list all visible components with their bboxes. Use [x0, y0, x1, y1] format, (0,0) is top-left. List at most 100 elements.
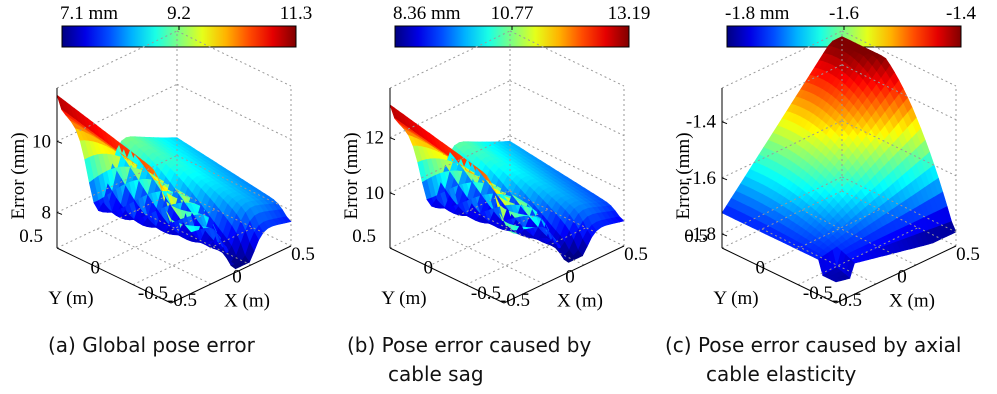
- colorbar-tick-label: 8.36 mm: [393, 3, 461, 24]
- grid-line: [389, 80, 511, 139]
- grid-line: [721, 64, 843, 123]
- surface: [389, 104, 625, 263]
- grid-line: [841, 120, 957, 177]
- surface: [721, 36, 957, 283]
- x-axis-label: X (m): [889, 291, 935, 312]
- grid-line: [136, 209, 252, 266]
- z-tick: [389, 192, 396, 196]
- grid-line: [56, 190, 178, 249]
- panel-a: 7.1 mm 9.2 11.3 10 8 0.5 0 -0.5 -0.5 0 0.5 Y (m) X (…: [0, 0, 330, 394]
- x-tick-label: 0.5: [624, 244, 648, 265]
- chart-b: 8.36 mm 10.77 13.19 12 10 0.5 0 -0.5-0.5 0 0.5 Y (…: [341, 3, 651, 312]
- y-axis: [721, 247, 837, 304]
- chart-c: -1.8 mm -1.6 -1.4-1.4-1.6-1.80.50-0.5-0.50…: [673, 3, 980, 312]
- grid-line: [509, 190, 625, 247]
- z-tick: [389, 137, 396, 141]
- grid-line: [56, 154, 178, 213]
- surface-patch: [830, 277, 842, 283]
- grid-line: [761, 228, 877, 285]
- z-axis-label: Error (mm): [673, 132, 694, 219]
- y-tick-label: 0: [91, 258, 101, 279]
- z-tick-label: -1.8: [686, 224, 716, 245]
- grid-line: [721, 176, 843, 235]
- x-axis: [503, 245, 625, 304]
- y-tick-label: 0: [424, 258, 434, 279]
- grid-line: [509, 135, 625, 192]
- x-axis-label: X (m): [557, 291, 603, 312]
- z-tick-label: 8: [42, 202, 52, 223]
- z-tick: [721, 177, 728, 181]
- colorbar-tick-label: 10.77: [491, 3, 534, 24]
- colorbar-tick-label: 11.3: [280, 3, 313, 24]
- x-tick-label: 0: [897, 267, 907, 288]
- grid-line: [429, 228, 545, 285]
- grid-line: [389, 135, 511, 194]
- y-axis-label: Y (m): [48, 288, 93, 309]
- y-axis: [389, 247, 505, 304]
- x-tick-label: 0: [565, 267, 575, 288]
- grid-line: [56, 30, 178, 89]
- grid-line: [797, 227, 919, 286]
- panel-c: -1.8 mm -1.6 -1.4 -1.4 -1.6 -1.8 0.5 0 -0.5 -0.5 0…: [665, 0, 997, 394]
- grid-line: [94, 208, 216, 267]
- surface: [56, 94, 292, 270]
- caption-c-line2: cable elasticity: [706, 362, 857, 386]
- grid-line: [721, 30, 843, 89]
- y-tick-label: -0.5: [803, 283, 833, 304]
- surface-patch: [230, 264, 241, 270]
- z-axis-label: Error (mm): [8, 132, 29, 219]
- colorbar-tick-label: 7.1 mm: [60, 3, 118, 24]
- grid-line: [721, 120, 843, 179]
- caption-b-line1: (b) Pose error caused by: [347, 333, 592, 357]
- grid-line: [132, 227, 254, 286]
- grid-line: [56, 83, 178, 142]
- x-axis: [835, 245, 957, 304]
- grid-line: [759, 208, 881, 267]
- colorbar-tick-label: -1.6: [829, 3, 859, 24]
- z-tick-label: 10: [32, 131, 51, 152]
- grid-line: [176, 190, 292, 247]
- x-tick-label: -0.5: [500, 290, 530, 311]
- caption-a: (a) Global pose error: [48, 331, 255, 360]
- x-tick-label: 0: [232, 267, 242, 288]
- grid-line: [389, 190, 511, 249]
- y-tick-label: -0.5: [138, 283, 168, 304]
- grid-line: [176, 30, 292, 87]
- grid-line: [509, 30, 625, 87]
- grid-line: [469, 209, 585, 266]
- grid-line: [509, 80, 625, 137]
- x-tick-label: -0.5: [167, 290, 197, 311]
- y-tick-label: -0.5: [471, 283, 501, 304]
- x-axis-label: X (m): [224, 291, 270, 312]
- caption-c: (c) Pose error caused by axial cable ela…: [665, 331, 961, 389]
- y-axis-label: Y (m): [381, 288, 426, 309]
- colorbar-tick-label: 9.2: [167, 3, 191, 24]
- y-tick-label: 0.5: [19, 226, 43, 247]
- grid-line: [841, 64, 957, 121]
- grid-line: [841, 30, 957, 87]
- caption-b: (b) Pose error caused by cable sag: [347, 331, 591, 389]
- z-tick: [56, 140, 63, 144]
- z-tick-label: -1.4: [686, 112, 717, 133]
- caption-a-line1: (a) Global pose error: [48, 333, 255, 357]
- grid-line: [176, 83, 292, 140]
- z-axis-label: Error (mm): [341, 132, 362, 219]
- z-tick-label: -1.6: [686, 168, 716, 189]
- x-tick-label: -0.5: [832, 290, 862, 311]
- z-tick: [721, 121, 728, 125]
- grid-line: [841, 176, 957, 233]
- grid-line: [176, 154, 292, 211]
- y-axis: [56, 247, 172, 304]
- colorbar-tick-label: 13.19: [608, 3, 651, 24]
- caption-c-line1: (c) Pose error caused by axial: [665, 333, 962, 357]
- panel-b: 8.36 mm 10.77 13.19 12 10 0.5 0 -0.5 -0.5 0 0.5 Y (…: [333, 0, 663, 394]
- grid-line: [389, 30, 511, 89]
- grid-line: [427, 208, 549, 267]
- y-tick-label: 0.5: [684, 226, 708, 247]
- z-tick: [56, 211, 63, 215]
- x-tick-label: 0.5: [291, 244, 315, 265]
- colorbar-tick-label: -1.8 mm: [725, 3, 790, 24]
- y-tick-label: 0.5: [352, 226, 376, 247]
- z-tick-label: 10: [365, 183, 384, 204]
- y-tick-label: 0: [756, 258, 766, 279]
